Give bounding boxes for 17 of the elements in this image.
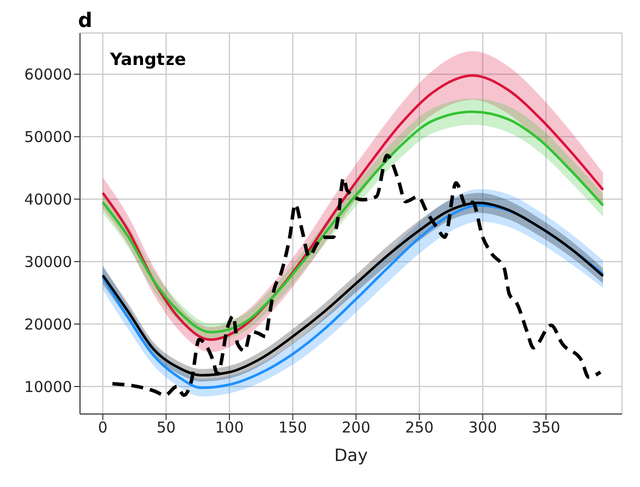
x-tick-label: 50	[156, 418, 176, 437]
chart-title: d	[78, 8, 92, 32]
y-tick-label: 10000	[24, 378, 72, 396]
y-tick-label: 40000	[24, 190, 72, 208]
x-tick-label: 200	[342, 418, 370, 437]
y-tick-label: 20000	[24, 315, 72, 334]
y-tick-label: 60000	[24, 66, 72, 84]
x-tick-label: 300	[468, 418, 498, 437]
x-tick-label: 250	[405, 418, 434, 437]
y-tick-label: 50000	[24, 128, 72, 146]
x-tick-label: 0	[98, 418, 108, 437]
x-tick-label: 100	[215, 418, 244, 437]
y-tick-label: 30000	[24, 252, 72, 271]
annotation: Yangtze	[110, 50, 186, 70]
x-tick-label: 350	[532, 418, 560, 437]
x-axis-title: Day	[334, 446, 368, 466]
x-tick-label: 150	[278, 418, 308, 437]
